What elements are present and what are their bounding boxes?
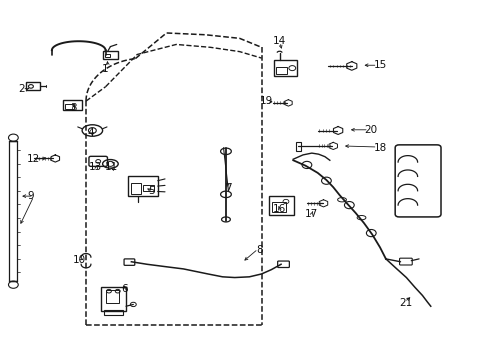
Bar (26, 82, 40, 90)
Text: 7: 7 (225, 183, 232, 193)
Bar (104, 310, 122, 315)
Text: 20: 20 (364, 125, 377, 135)
Text: 5: 5 (148, 186, 155, 197)
Bar (105, 54, 110, 57)
Text: 15: 15 (373, 60, 386, 70)
Text: 4: 4 (87, 129, 94, 138)
Text: 3: 3 (70, 103, 77, 113)
Text: 21: 21 (398, 298, 411, 308)
Text: 9: 9 (27, 191, 34, 201)
Text: 10: 10 (73, 255, 86, 265)
Bar (272, 202, 285, 212)
Bar (65, 104, 74, 109)
Text: 2: 2 (18, 84, 24, 94)
Text: 11: 11 (105, 162, 118, 172)
Text: 18: 18 (373, 143, 386, 153)
Bar (9, 141, 17, 281)
Bar (273, 60, 297, 76)
Bar (101, 287, 126, 311)
Text: 6: 6 (122, 284, 128, 294)
Bar (276, 67, 286, 74)
Bar (63, 100, 81, 110)
Text: 8: 8 (255, 245, 262, 255)
Text: 1: 1 (102, 64, 109, 74)
Text: 19: 19 (259, 96, 272, 106)
Text: 12: 12 (27, 154, 41, 164)
Bar (105, 290, 119, 303)
Text: 17: 17 (305, 209, 318, 219)
Bar (268, 197, 294, 215)
Bar (103, 51, 118, 59)
Bar (128, 176, 158, 196)
Bar (295, 141, 300, 150)
Text: 16: 16 (272, 204, 285, 215)
Bar (131, 183, 141, 194)
Text: 14: 14 (272, 36, 285, 46)
Text: 13: 13 (89, 162, 102, 172)
Bar (143, 185, 154, 191)
